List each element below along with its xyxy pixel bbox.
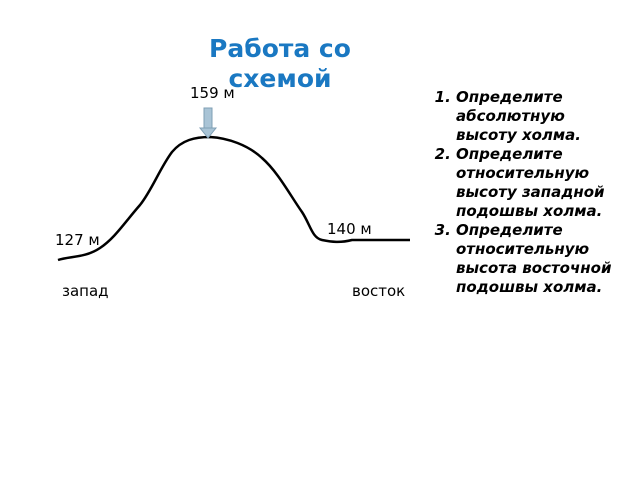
- slide-title: Работа со схемой: [209, 34, 351, 93]
- east-label: восток: [352, 282, 406, 300]
- task-list: Определите абсолютную высоту холма.Опред…: [430, 88, 630, 297]
- hill-profile: [57, 135, 410, 262]
- east-foot-label: 140 м: [327, 220, 372, 238]
- task-item: Определите относительную высоту западной…: [456, 145, 630, 221]
- west-label: запад: [62, 282, 109, 300]
- west-foot-label: 127 м: [55, 231, 100, 249]
- arrow-head: [198, 127, 218, 139]
- peak-label: 159 м: [190, 84, 235, 102]
- arrow-shaft: [203, 107, 213, 131]
- task-item: Определите относительную высота восточно…: [456, 221, 630, 297]
- task-item: Определите абсолютную высоту холма.: [456, 88, 630, 145]
